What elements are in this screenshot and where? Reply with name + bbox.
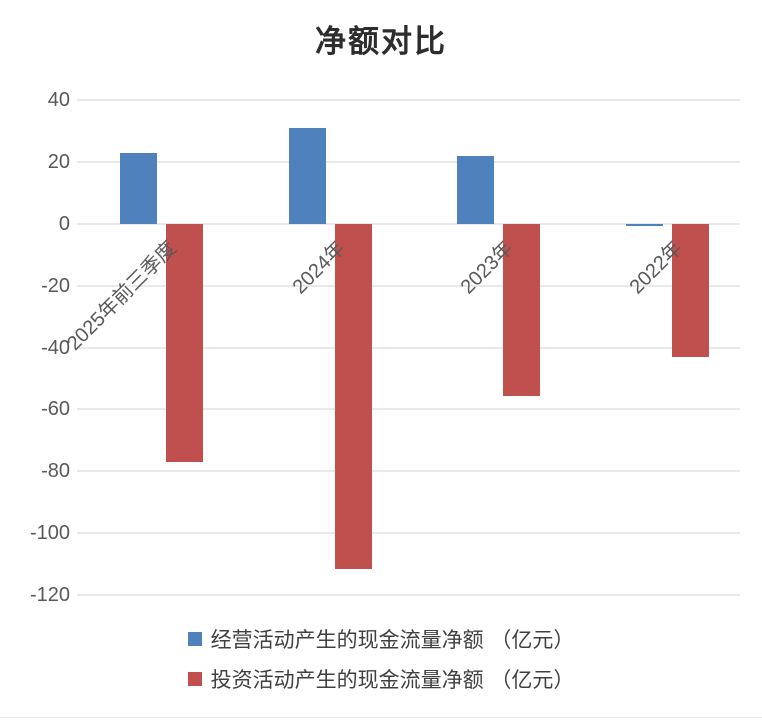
y-axis-tick-label: -120 (29, 584, 70, 606)
bar-investing-cashflow (165, 223, 203, 463)
y-axis-tick-label: -100 (29, 522, 70, 545)
legend: 经营活动产生的现金流量净额 （亿元） 投资活动产生的现金流量净额 （亿元） (0, 624, 762, 694)
legend-item: 经营活动产生的现金流量净额 （亿元） (187, 624, 575, 654)
bar-operating-cashflow (625, 223, 663, 226)
bar-investing-cashflow (502, 223, 540, 397)
gridline (77, 284, 740, 287)
gridline (77, 470, 740, 473)
bar-operating-cashflow (288, 127, 326, 224)
legend-swatch-icon (187, 632, 202, 646)
bar-operating-cashflow (456, 155, 494, 224)
gridline (77, 99, 740, 101)
legend-item: 投资活动产生的现金流量净额 （亿元） (187, 664, 575, 694)
y-axis-tick-label: -40 (41, 336, 70, 359)
gridline (77, 594, 740, 596)
bar-investing-cashflow (334, 223, 372, 569)
y-axis-tick-label: 20 (47, 150, 70, 173)
gridline (77, 160, 740, 163)
y-axis-tick-label: -60 (41, 398, 70, 421)
chart-title: 净额对比 (315, 24, 447, 60)
bar-investing-cashflow (671, 223, 709, 358)
legend-label: 投资活动产生的现金流量净额 （亿元） (210, 668, 575, 692)
gridline (77, 222, 740, 225)
y-axis-tick-label: -20 (41, 274, 70, 297)
bottom-divider (0, 717, 762, 718)
gridline (77, 532, 740, 535)
bar-operating-cashflow (119, 152, 157, 224)
y-axis-tick-label: 0 (58, 212, 70, 235)
legend-swatch-icon (187, 672, 202, 686)
y-axis-tick-label: -80 (41, 460, 70, 483)
legend-label: 经营活动产生的现金流量净额 （亿元） (210, 628, 575, 652)
gridline (77, 346, 740, 349)
gridline (77, 408, 740, 411)
y-axis-tick-label: 40 (47, 89, 70, 111)
